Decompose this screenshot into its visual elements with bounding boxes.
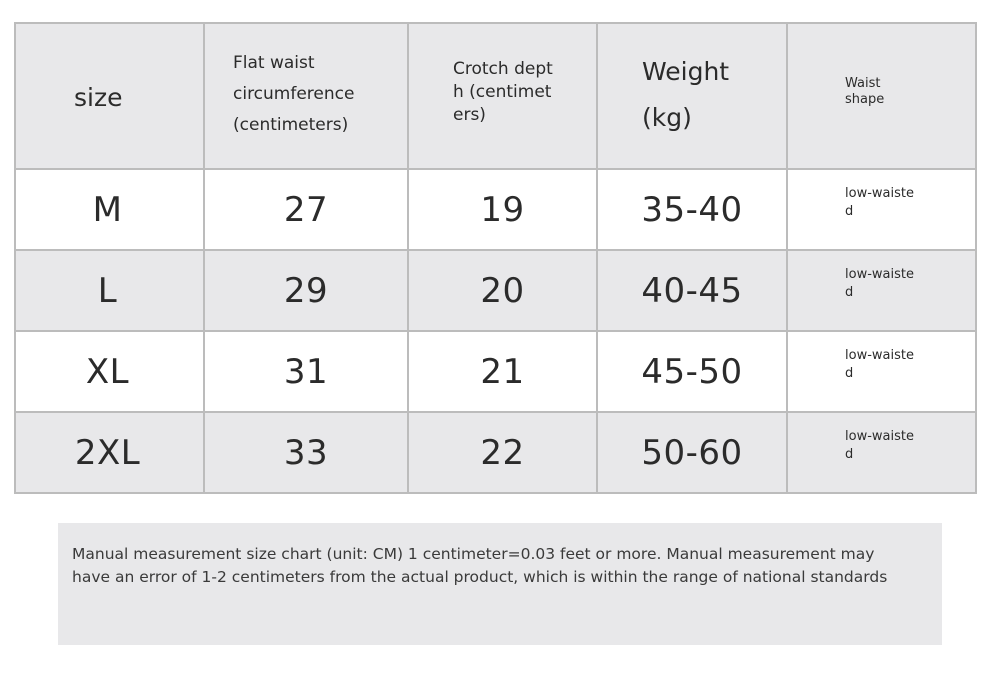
row-size: XL: [85, 351, 130, 392]
measurement-note-text: Manual measurement size chart (unit: CM)…: [72, 545, 888, 586]
row-crotch: 21: [480, 351, 525, 392]
row-waist: 31: [283, 351, 329, 392]
header-waist-shape: Waist shape: [845, 76, 885, 107]
header-crotch-depth: Crotch depth (centimeters): [453, 58, 553, 125]
row-crotch: 19: [480, 189, 525, 230]
row-crotch: 20: [480, 270, 525, 311]
row-weight: 40-45: [641, 270, 743, 311]
header-waist-cell: Flat waist circumference (centimeters): [203, 22, 409, 170]
row-waist-shape: low-waisted: [845, 428, 914, 462]
table-row: XL 31 21 45-50 low-waisted: [14, 330, 977, 413]
row-weight: 50-60: [641, 432, 743, 473]
header-crotch-cell: Crotch depth (centimeters): [407, 22, 598, 170]
row-waist: 27: [283, 189, 329, 230]
row-waist: 29: [283, 270, 329, 311]
row-waist: 33: [283, 432, 329, 473]
row-weight: 35-40: [641, 189, 743, 230]
row-size: 2XL: [74, 432, 141, 473]
row-weight: 45-50: [641, 351, 743, 392]
header-size-cell: size: [14, 22, 205, 170]
header-weight: Weight (kg): [642, 57, 730, 132]
header-weight-cell: Weight (kg): [596, 22, 788, 170]
table-row: M 27 19 35-40 low-waisted: [14, 168, 977, 251]
row-waist-shape: low-waisted: [845, 185, 914, 219]
row-waist-shape: low-waisted: [845, 347, 914, 381]
row-waist-shape: low-waisted: [845, 266, 914, 300]
table-row: 2XL 33 22 50-60 low-waisted: [14, 411, 977, 494]
header-size: size: [74, 82, 123, 112]
row-size: M: [92, 189, 123, 230]
header-waist-circumference: Flat waist circumference (centimeters): [233, 52, 355, 135]
size-chart-table: size Flat waist circumference (centimete…: [14, 22, 977, 494]
row-size: L: [97, 270, 118, 311]
header-shape-cell: Waist shape: [786, 22, 977, 170]
measurement-note-box: Manual measurement size chart (unit: CM)…: [58, 523, 942, 645]
table-row: L 29 20 40-45 low-waisted: [14, 249, 977, 332]
table-header-row: size Flat waist circumference (centimete…: [14, 22, 977, 170]
row-crotch: 22: [480, 432, 525, 473]
